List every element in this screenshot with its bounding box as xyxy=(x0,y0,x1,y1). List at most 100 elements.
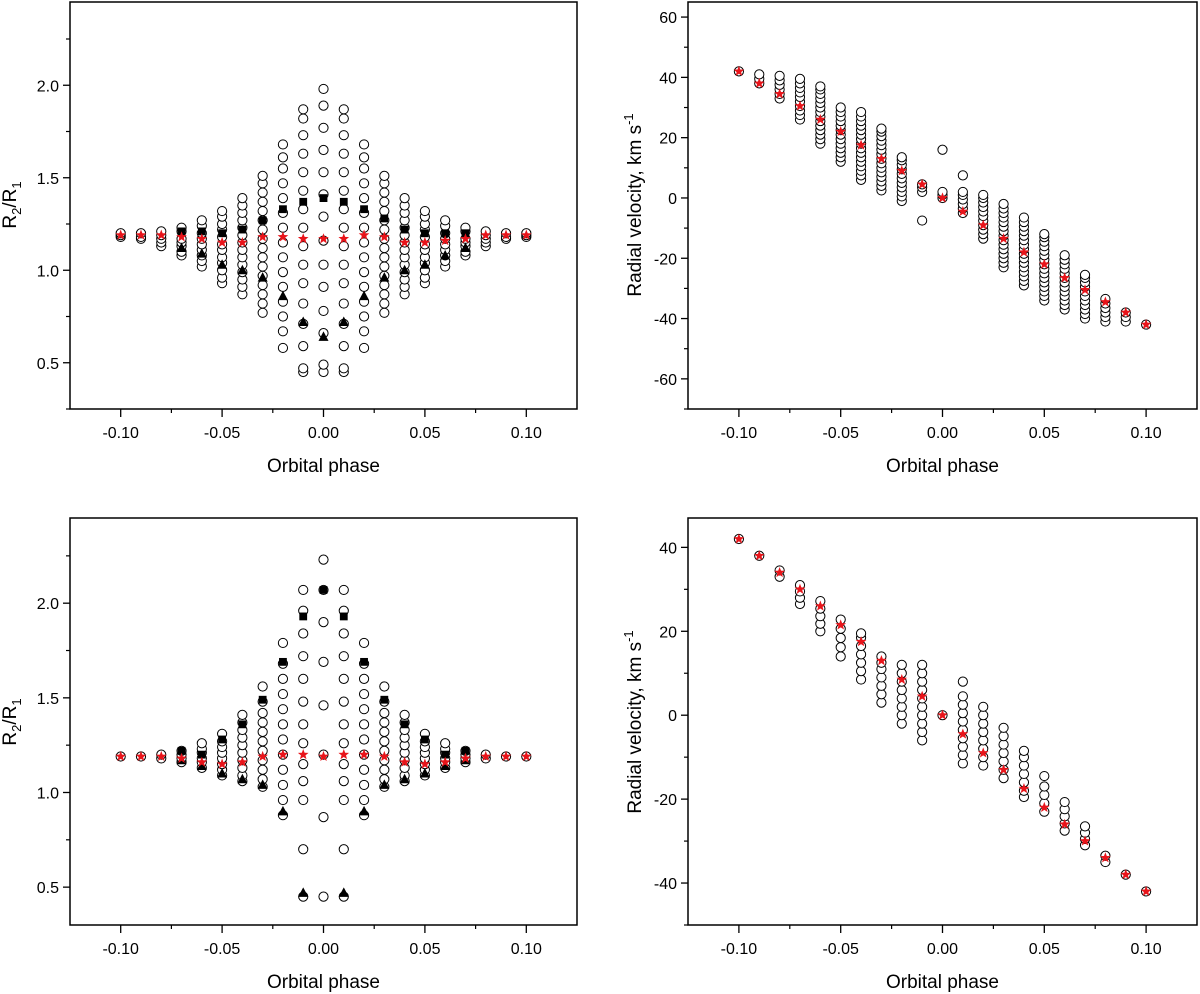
open-circle-point xyxy=(338,278,349,289)
filled-triangle-point xyxy=(217,259,228,269)
open-circle-point xyxy=(298,628,309,639)
open-circle-point xyxy=(876,680,887,691)
open-circle-point xyxy=(896,693,907,704)
open-circle-point xyxy=(399,193,410,204)
open-circle-point xyxy=(257,196,268,207)
open-circle-point xyxy=(257,298,268,309)
open-circle-point xyxy=(277,704,289,715)
red-star-point xyxy=(237,756,248,767)
open-circle-point xyxy=(338,204,349,215)
red-star-point xyxy=(257,750,268,762)
open-circle-point xyxy=(277,178,289,189)
open-circle-point xyxy=(318,617,329,628)
filled-triangle-point xyxy=(257,272,268,282)
open-circle-point xyxy=(379,289,390,300)
red-star-point xyxy=(753,550,765,561)
filled-square-point xyxy=(299,612,308,621)
filled-square-point xyxy=(461,746,470,755)
filled-triangle-point xyxy=(359,290,370,301)
x-axis-title: Orbital phase xyxy=(886,456,999,477)
open-circle-point xyxy=(338,104,349,115)
red-star-point xyxy=(216,758,228,769)
open-circle-point xyxy=(978,710,989,721)
red-star-point xyxy=(176,231,187,242)
red-star-point xyxy=(460,233,471,244)
open-circle-point xyxy=(277,342,289,354)
x-tick-label: -0.10 xyxy=(721,425,758,442)
open-circle-point xyxy=(318,811,329,823)
axis-ticks: -0.10 -0.05 0.00 0.05 0.10 -40 -20 0 20 40 xyxy=(654,540,1162,958)
open-circle-point xyxy=(896,710,907,721)
open-circle-point xyxy=(794,73,806,84)
data-marks xyxy=(733,65,1152,330)
x-tick-label: 0.00 xyxy=(927,941,958,958)
red-star-point xyxy=(297,749,309,760)
open-circle-point xyxy=(298,758,309,770)
red-star-point xyxy=(1120,869,1132,880)
y-tick-label: 0 xyxy=(668,708,677,725)
red-star-point xyxy=(176,752,187,763)
x-tick-label: 0.10 xyxy=(1131,425,1162,442)
open-circle-point xyxy=(298,167,309,178)
plot-frame xyxy=(69,1,578,410)
open-circle-point xyxy=(277,794,289,806)
y-tick-label: -40 xyxy=(654,312,677,329)
open-circle-point xyxy=(257,205,268,217)
open-circle-point xyxy=(318,122,329,133)
red-star-point xyxy=(115,750,127,762)
open-circle-point xyxy=(876,689,887,700)
open-circle-point xyxy=(855,649,867,660)
open-circle-point xyxy=(957,758,968,769)
open-circle-point xyxy=(358,779,370,791)
open-circle-point xyxy=(440,738,451,749)
open-circle-point xyxy=(237,193,248,204)
axis-ticks: -0.10 -0.05 0.00 0.05 0.10 0.5 1.0 1.5 2.0 xyxy=(37,555,542,958)
filled-triangle-point xyxy=(338,316,349,327)
open-circle-point xyxy=(1039,789,1050,801)
plot-frame xyxy=(69,517,578,926)
filled-triangle-point xyxy=(298,887,309,897)
x-tick-label: 0.10 xyxy=(511,425,542,442)
open-circle-point xyxy=(277,267,289,278)
open-circle-point xyxy=(338,167,349,178)
filled-square-point xyxy=(258,216,267,225)
red-star-point xyxy=(399,756,410,767)
open-circle-point xyxy=(338,673,349,685)
red-star-point xyxy=(379,750,390,762)
open-circle-point xyxy=(338,298,349,309)
x-axis-title: Orbital phase xyxy=(267,456,380,477)
open-circle-point xyxy=(338,185,349,196)
open-circle-point xyxy=(379,736,390,747)
x-tick-label: 0.05 xyxy=(409,941,440,958)
open-circle-point xyxy=(257,170,268,181)
open-circle-point xyxy=(358,326,370,337)
red-star-point xyxy=(774,566,785,578)
open-circle-point xyxy=(835,632,846,644)
open-circle-point xyxy=(379,242,390,254)
y-tick-label: 2.0 xyxy=(37,596,59,613)
open-circle-point xyxy=(399,709,410,720)
red-star-point xyxy=(155,229,167,240)
open-circle-point xyxy=(876,123,887,134)
open-circle-point xyxy=(419,205,430,217)
open-circle-point xyxy=(379,205,390,217)
filled-square-point xyxy=(279,205,287,214)
open-circle-point xyxy=(338,113,349,124)
axis-ticks: -0.10 -0.05 0.00 0.05 0.10 -60 -40 -20 0 20 40 60 xyxy=(654,10,1162,442)
open-circle-point xyxy=(277,139,289,150)
y-tick-label: -20 xyxy=(654,792,677,809)
filled-square-point xyxy=(380,695,389,704)
y-axis-title: R2/R1 xyxy=(0,698,24,745)
open-circle-point xyxy=(379,261,390,272)
open-circle-point xyxy=(338,696,349,707)
open-circle-point xyxy=(379,717,390,728)
red-star-point xyxy=(439,756,451,767)
filled-triangle-point xyxy=(379,779,390,789)
red-star-point xyxy=(815,600,826,611)
filled-square-point xyxy=(319,586,328,594)
filled-triangle-point xyxy=(399,773,410,784)
red-star-point xyxy=(257,231,268,242)
open-circle-point xyxy=(978,701,989,712)
open-circle-point xyxy=(338,148,349,159)
